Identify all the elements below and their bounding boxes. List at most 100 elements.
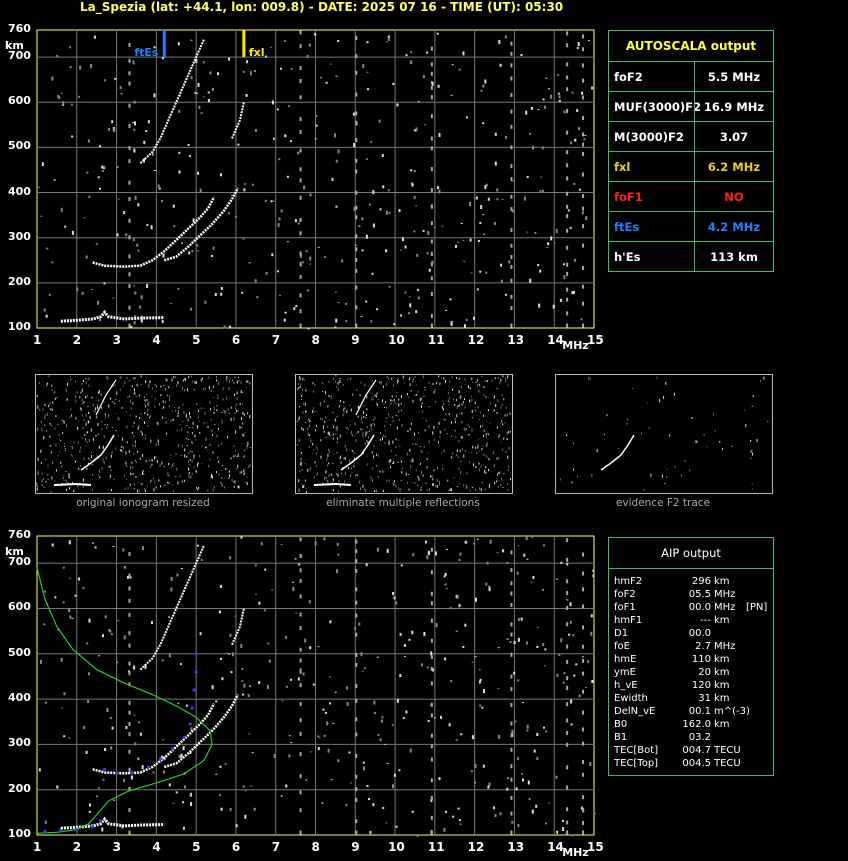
thumb-speck xyxy=(474,401,476,404)
thumb-speck xyxy=(192,442,193,445)
thumb-speck xyxy=(333,454,335,455)
thumb-speck xyxy=(46,430,48,432)
noise-speck xyxy=(415,205,418,207)
thumb-speck xyxy=(41,427,43,431)
thumb-speck xyxy=(168,386,170,389)
thumb-speck xyxy=(150,439,152,443)
noise-streak xyxy=(299,274,302,279)
thumb-speck xyxy=(197,416,199,419)
thumb-speck xyxy=(464,383,466,385)
thumb-speck xyxy=(109,465,111,468)
thumb-speck xyxy=(47,474,49,476)
thumb-speck xyxy=(243,473,245,476)
noise-speck xyxy=(558,95,561,99)
autoscala-value: 6.2 MHz xyxy=(707,160,761,174)
noise-speck xyxy=(137,249,140,252)
thumb-speck xyxy=(88,412,90,414)
noise-speck xyxy=(153,170,156,171)
thumb-speck xyxy=(181,444,183,448)
thumb-speck xyxy=(305,490,307,494)
noise-speck xyxy=(321,802,324,804)
noise-speck xyxy=(254,128,257,132)
thumb-speck xyxy=(445,379,446,383)
thumb-speck xyxy=(325,470,327,474)
thumb-speck xyxy=(334,380,336,383)
thumb-speck xyxy=(372,396,374,398)
thumb-speck xyxy=(37,457,39,461)
thumb-speck xyxy=(386,376,388,379)
noise-speck xyxy=(258,681,261,685)
x-unit-label: MHz xyxy=(562,339,589,352)
thumb-speck xyxy=(346,410,348,414)
thumb-speck xyxy=(88,377,90,380)
thumb-speck xyxy=(464,378,466,381)
aip-row: hmF2 296 km xyxy=(614,576,774,589)
noise-speck xyxy=(309,193,312,197)
noise-speck xyxy=(268,659,271,663)
thumb-speck xyxy=(124,381,126,385)
noise-streak xyxy=(566,660,569,665)
noise-speck xyxy=(474,781,476,784)
thumb-speck xyxy=(134,391,136,395)
noise-speck xyxy=(328,676,331,678)
thumb-speck xyxy=(216,379,218,382)
aip-key: foF2 xyxy=(614,589,636,600)
thumb-speck xyxy=(426,489,428,491)
noise-streak xyxy=(355,717,358,722)
noise-speck xyxy=(437,186,440,190)
thumb-speck xyxy=(370,424,372,427)
noise-speck xyxy=(358,225,361,227)
noise-speck xyxy=(153,93,156,98)
noise-speck xyxy=(116,233,119,237)
noise-speck xyxy=(184,785,186,789)
noise-speck xyxy=(284,134,287,138)
thumb-speck xyxy=(359,394,361,397)
noise-speck xyxy=(517,757,519,761)
thumb-speck xyxy=(365,434,367,437)
thumb-speck xyxy=(356,433,358,434)
noise-speck xyxy=(462,51,465,56)
thumb-speck xyxy=(327,464,329,466)
thumb-speck xyxy=(61,465,63,468)
thumb-speck xyxy=(175,409,177,412)
noise-speck xyxy=(90,64,93,68)
thumb-speck xyxy=(328,432,330,436)
noise-speck xyxy=(499,63,502,67)
thumb-speck xyxy=(500,441,502,443)
thumb-speck xyxy=(428,425,430,429)
thumb-speck xyxy=(397,415,399,417)
thumb-speck xyxy=(509,430,511,433)
thumb-speck xyxy=(85,378,87,380)
noise-speck xyxy=(225,652,228,654)
thumb-speck xyxy=(88,384,90,387)
thumb-speck xyxy=(433,391,435,394)
noise-speck xyxy=(443,575,446,578)
thumb-speck xyxy=(56,397,58,399)
page-title: La_Spezia (lat: +44.1, lon: 009.8) - DAT… xyxy=(80,0,564,14)
noise-speck xyxy=(96,795,98,797)
noise-streak xyxy=(430,815,433,820)
noise-speck xyxy=(498,734,501,739)
noise-speck xyxy=(133,128,136,131)
y-tick-label: 400 xyxy=(8,691,31,705)
aip-key: D1 xyxy=(614,628,629,639)
thumb-speck xyxy=(193,389,195,391)
aip-unit: MHz xyxy=(714,589,736,600)
thumb-speck xyxy=(134,377,136,380)
thumb-speck xyxy=(400,395,402,398)
thumb-speck xyxy=(218,460,220,463)
y-tick-label: 400 xyxy=(8,184,31,198)
thumb-speck xyxy=(412,443,414,445)
aip-value: 110 xyxy=(691,654,711,665)
thumb-speck xyxy=(300,457,302,460)
thumb-speck xyxy=(77,392,78,394)
noise-speck xyxy=(424,540,427,544)
thumb-speck xyxy=(311,452,313,454)
noise-speck xyxy=(88,618,91,623)
noise-speck xyxy=(48,293,51,296)
noise-speck xyxy=(224,763,227,765)
thumb-speck xyxy=(188,376,190,379)
noise-speck xyxy=(41,162,44,167)
aip-value: 120 xyxy=(691,680,711,691)
thumb-speck xyxy=(213,486,215,489)
